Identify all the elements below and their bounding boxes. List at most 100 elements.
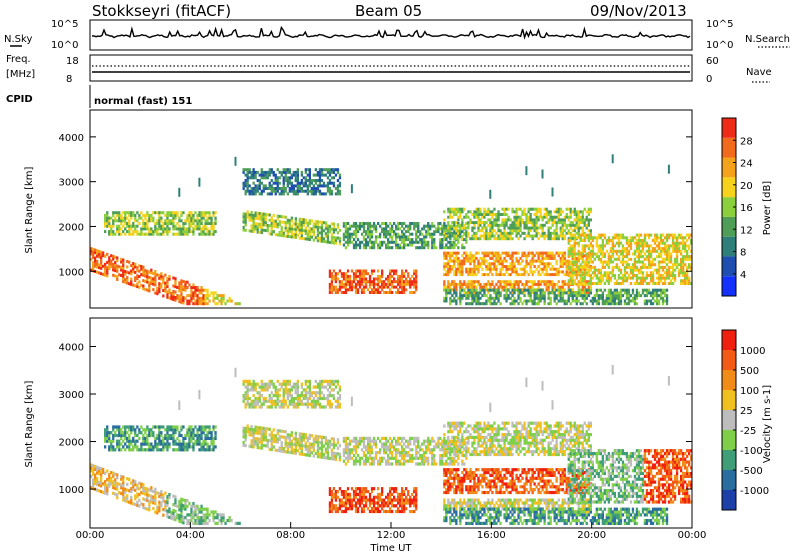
echo-cell bbox=[529, 221, 532, 225]
echo-cell bbox=[561, 231, 564, 235]
echo-cell bbox=[110, 442, 113, 446]
echo-cell bbox=[523, 237, 526, 241]
echo-cell bbox=[585, 210, 588, 214]
echo-cell bbox=[262, 189, 265, 193]
echo-cell bbox=[298, 225, 301, 229]
echo-cell bbox=[507, 234, 510, 238]
echo-cell bbox=[381, 227, 384, 231]
echo-cell bbox=[176, 448, 179, 452]
echo-cell bbox=[190, 507, 193, 511]
echo-cell bbox=[322, 168, 326, 172]
echo-cell bbox=[569, 249, 572, 253]
echo-cell bbox=[675, 236, 679, 240]
echo-cell bbox=[90, 257, 93, 261]
echo-cell bbox=[678, 233, 681, 237]
echo-cell bbox=[571, 229, 574, 233]
echo-cell bbox=[531, 226, 534, 230]
echo-cell bbox=[503, 218, 506, 222]
echo-cell bbox=[104, 488, 107, 492]
echo-cell bbox=[328, 224, 332, 228]
echo-cell bbox=[463, 251, 466, 255]
echo-cell bbox=[423, 243, 426, 247]
echo-cell bbox=[110, 230, 113, 234]
echo-cell bbox=[264, 215, 267, 219]
echo-cell bbox=[523, 231, 526, 235]
echo-cell bbox=[122, 258, 125, 262]
echo-cell bbox=[545, 288, 548, 292]
echo-cell bbox=[166, 431, 169, 435]
echo-cell bbox=[120, 260, 123, 264]
echo-cell bbox=[415, 282, 418, 286]
echo-cell bbox=[477, 207, 480, 211]
echo-cell bbox=[605, 302, 608, 306]
echo-cell bbox=[112, 263, 115, 266]
echo-cell bbox=[571, 265, 574, 269]
echo-cell bbox=[621, 260, 625, 264]
echo-cell bbox=[569, 268, 572, 272]
echo-cell bbox=[146, 275, 149, 279]
echo-cell bbox=[92, 247, 95, 251]
echo-cell bbox=[469, 273, 472, 277]
echo-cell bbox=[296, 168, 299, 172]
echo-cell bbox=[196, 227, 199, 231]
echo-cell bbox=[455, 285, 458, 289]
echo-cell bbox=[242, 170, 245, 174]
echo-cell bbox=[688, 263, 691, 267]
echo-cell bbox=[96, 471, 99, 475]
echo-cell bbox=[114, 492, 117, 496]
echo-cell bbox=[663, 260, 667, 264]
echo-cell bbox=[545, 262, 548, 266]
echo-cell bbox=[389, 232, 392, 236]
echo-cell bbox=[493, 251, 496, 255]
echo-cell bbox=[110, 471, 113, 475]
echo-cell bbox=[543, 294, 546, 298]
echo-cell bbox=[246, 176, 249, 180]
echo-cell bbox=[623, 255, 627, 259]
echo-cell bbox=[130, 264, 133, 268]
echo-cell bbox=[555, 231, 558, 235]
echo-cell bbox=[352, 222, 356, 225]
echo-cell bbox=[675, 247, 679, 251]
echo-cell bbox=[495, 265, 498, 268]
echo-cell bbox=[465, 254, 468, 258]
echo-cell bbox=[116, 213, 119, 217]
echo-cell bbox=[543, 299, 546, 303]
echo-cell bbox=[571, 294, 574, 298]
echo-cell bbox=[244, 184, 247, 188]
echo-cell bbox=[451, 299, 454, 303]
echo-cell bbox=[98, 255, 101, 259]
echo-cell bbox=[481, 302, 484, 306]
echo-cell bbox=[443, 254, 446, 258]
echo-cell bbox=[368, 230, 372, 234]
echo-cell bbox=[284, 187, 287, 190]
echo-cell bbox=[419, 232, 422, 236]
echo-cell bbox=[174, 501, 177, 505]
echo-cell bbox=[138, 269, 141, 273]
echo-cell bbox=[391, 282, 394, 286]
echo-cell bbox=[517, 215, 520, 219]
echo-cell bbox=[591, 276, 594, 280]
echo-cell bbox=[184, 501, 187, 506]
echo-cell bbox=[106, 478, 109, 482]
echo-cell bbox=[553, 215, 556, 219]
echo-cell bbox=[148, 270, 151, 274]
echo-cell bbox=[557, 234, 560, 238]
echo-cell bbox=[328, 170, 332, 174]
echo-cell bbox=[589, 231, 592, 235]
echo-cell bbox=[583, 218, 586, 222]
echo-cell bbox=[433, 230, 436, 234]
echo-cell bbox=[573, 291, 576, 295]
echo-cell bbox=[102, 264, 105, 268]
echo-cell bbox=[389, 240, 392, 244]
echo-cell bbox=[601, 265, 604, 269]
echo-cell bbox=[336, 288, 340, 292]
echo-cell bbox=[104, 224, 107, 228]
echo-cell bbox=[657, 260, 661, 264]
echo-cell bbox=[651, 260, 655, 264]
echo-cell bbox=[483, 215, 486, 219]
echo-cell bbox=[607, 282, 610, 285]
echo-cell bbox=[513, 229, 516, 233]
echo-cell bbox=[387, 232, 390, 236]
echo-cell bbox=[342, 291, 346, 294]
echo-cell bbox=[180, 211, 183, 215]
